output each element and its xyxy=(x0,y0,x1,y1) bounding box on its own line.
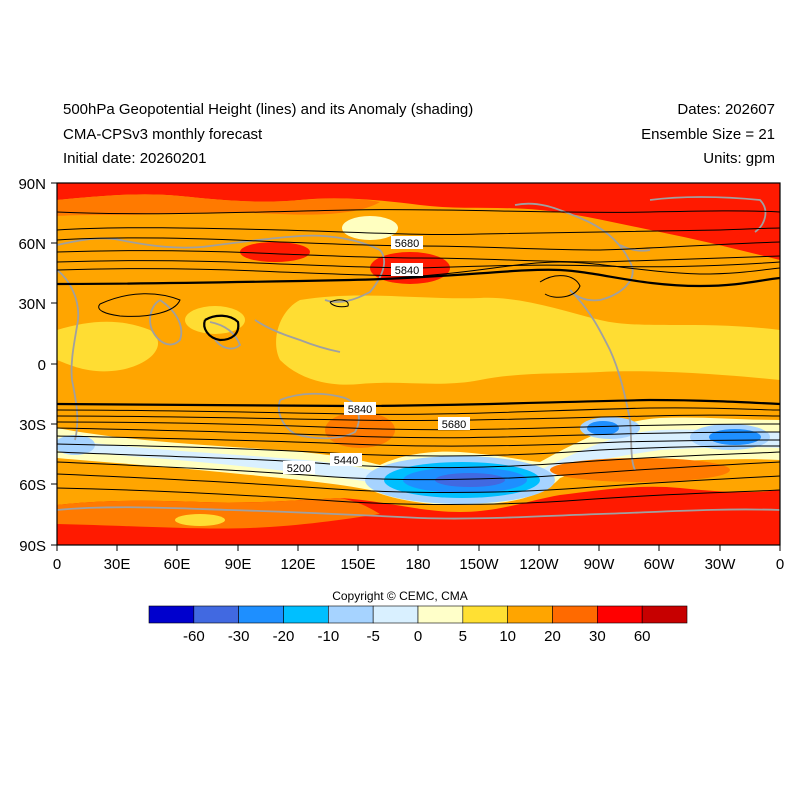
lat-tick-label: 30N xyxy=(18,296,46,313)
colorbar xyxy=(148,605,688,624)
model-name: CMA-CPSv3 monthly forecast xyxy=(63,126,263,143)
colorbar-tick-label: -30 xyxy=(228,628,250,645)
colorbar-tick-label: -20 xyxy=(273,628,295,645)
colorbar-tick-label: 30 xyxy=(589,628,606,645)
colorbar-tick-label: 60 xyxy=(634,628,651,645)
lat-tick-label: 90S xyxy=(19,538,46,555)
lat-tick-label: 90N xyxy=(18,176,46,193)
colorbar-swatch xyxy=(328,605,374,624)
colorbar-tick-label: 0 xyxy=(414,628,422,645)
colorbar-tick-label: 20 xyxy=(544,628,561,645)
lon-tick-label: 90E xyxy=(225,556,252,573)
lat-tick-label: 60N xyxy=(18,236,46,253)
colorbar-swatch xyxy=(283,605,329,624)
colorbar-tick-label: -10 xyxy=(317,628,339,645)
coastline-layer xyxy=(57,196,780,520)
contour-label: 5680 xyxy=(442,419,466,431)
map-title: 500hPa Geopotential Height (lines) and i… xyxy=(63,101,474,118)
contour-label: 5840 xyxy=(348,404,372,416)
initial-date: Initial date: 20260201 xyxy=(63,150,207,167)
longitude-labels: 0 30E 60E 90E 120E 150E 180 150W 120W 90… xyxy=(53,556,784,573)
contour-labels: 5680 5840 5840 5680 5440 5200 xyxy=(283,236,470,475)
colorbar-swatch xyxy=(417,605,464,624)
lon-tick-label: 30E xyxy=(104,556,131,573)
shading-layer xyxy=(57,183,780,545)
lon-tick-label: 180 xyxy=(405,556,430,573)
colorbar-swatch xyxy=(552,605,598,624)
lon-tick-label: 120W xyxy=(519,556,559,573)
latitude-labels: 90N 60N 30N 0 30S 60S 90S xyxy=(18,176,46,555)
lon-tick-label: 30W xyxy=(705,556,737,573)
lon-tick-label: 120E xyxy=(280,556,315,573)
contour-label: 5840 xyxy=(395,265,419,277)
copyright-text: Copyright © CEMC, CMA xyxy=(332,589,468,603)
lon-tick-label: 150W xyxy=(459,556,499,573)
latitude-axis xyxy=(51,182,57,546)
colorbar-tick-label: -5 xyxy=(366,628,379,645)
ensemble-size: Ensemble Size = 21 xyxy=(641,126,775,143)
lon-tick-label: 90W xyxy=(584,556,616,573)
colorbar-swatch xyxy=(193,605,239,624)
lon-tick-label: 60E xyxy=(164,556,191,573)
contour-label: 5680 xyxy=(395,238,419,250)
contour-layer xyxy=(57,209,780,505)
colorbar-swatch xyxy=(238,605,284,624)
colorbar-tick-label: 10 xyxy=(499,628,516,645)
lon-tick-label: 60W xyxy=(644,556,676,573)
colorbar-tick-label: 5 xyxy=(459,628,467,645)
colorbar-swatch xyxy=(148,605,195,624)
colorbar-swatch xyxy=(372,605,419,624)
lat-tick-label: 0 xyxy=(38,357,46,374)
units-label: Units: gpm xyxy=(703,150,775,167)
forecast-dates: Dates: 202607 xyxy=(677,101,775,118)
lat-tick-label: 60S xyxy=(19,477,46,494)
colorbar-labels: -60 -30 -20 -10 -5 0 5 10 20 30 60 xyxy=(183,628,651,645)
lon-tick-label: 150E xyxy=(340,556,375,573)
colorbar-swatch xyxy=(462,605,508,624)
colorbar-swatch xyxy=(597,605,643,624)
lon-tick-label: 0 xyxy=(53,556,61,573)
contour-label: 5200 xyxy=(287,463,311,475)
lon-tick-label: 0 xyxy=(776,556,784,573)
contour-label: 5440 xyxy=(334,455,358,467)
colorbar-swatch xyxy=(507,605,553,624)
colorbar-swatch xyxy=(641,605,688,624)
lat-tick-label: 30S xyxy=(19,417,46,434)
longitude-axis xyxy=(56,545,781,551)
colorbar-tick-label: -60 xyxy=(183,628,205,645)
